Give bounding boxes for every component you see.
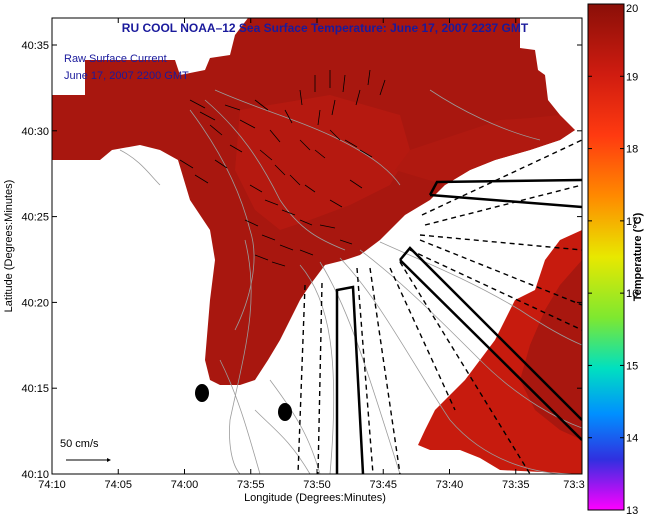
sst-field-bay-center	[235, 95, 410, 230]
x-tick-label: 73:40	[436, 479, 464, 491]
y-tick-label: 40:10	[21, 469, 49, 481]
x-axis-label: Longitude (Degrees:Minutes)	[244, 492, 386, 504]
annotation-date: June 17, 2007 2200 GMT	[64, 70, 189, 82]
colorbar-tick-label: 18	[626, 144, 638, 156]
x-tick-label: 74:00	[171, 479, 199, 491]
x-axis-ticks: 74:10 74:05 74:00 73:55 73:50 73:45 73:40 73:35…	[38, 18, 585, 491]
x-tick-label: 74:10	[38, 479, 66, 491]
land-marker-east	[278, 403, 292, 421]
y-tick-label: 40:25	[21, 212, 49, 224]
y-tick-label: 40:35	[21, 40, 49, 52]
y-tick-label: 40:30	[21, 126, 49, 138]
y-tick-label: 40:15	[21, 383, 49, 395]
y-axis-label: Latitude (Degrees:Minutes)	[3, 180, 15, 313]
y-axis-ticks: 40:35 40:30 40:25 40:20 40:15 40:10	[21, 40, 582, 481]
colorbar-tick-label: 17	[626, 216, 638, 228]
survey-box-lines	[335, 178, 582, 474]
land-marker-west	[195, 384, 209, 402]
x-tick-label: 73:45	[369, 479, 397, 491]
colorbar-tick-label: 20	[626, 3, 638, 15]
sst-field-east-upper	[395, 115, 575, 185]
annotation-current: Raw Surface Current	[64, 53, 167, 65]
colorbar-tick-label: 14	[626, 433, 638, 445]
y-tick-label: 40:20	[21, 297, 49, 309]
colorbar-ticks: 20 19 18 17 16 15 14 13	[588, 3, 638, 517]
colorbar-tick-label: 13	[626, 505, 638, 517]
transect-dashed-lines	[297, 139, 582, 474]
surface-current-vectors	[179, 69, 386, 267]
x-tick-label: 73:3	[563, 479, 584, 491]
chart-title: RU COOL NOAA–12 Sea Surface Temperature:…	[122, 21, 529, 35]
x-tick-label: 74:05	[104, 479, 132, 491]
colorbar-tick-label: 19	[626, 71, 638, 83]
x-tick-label: 73:55	[237, 479, 265, 491]
colorbar	[587, 3, 625, 511]
colorbar-label: Temperature (°C)	[632, 212, 644, 301]
colorbar-tick-label: 16	[626, 288, 638, 300]
colorbar-tick-label: 15	[626, 360, 638, 372]
x-tick-label: 73:35	[502, 479, 530, 491]
scale-label: 50 cm/s	[60, 438, 99, 450]
x-tick-label: 73:50	[303, 479, 331, 491]
